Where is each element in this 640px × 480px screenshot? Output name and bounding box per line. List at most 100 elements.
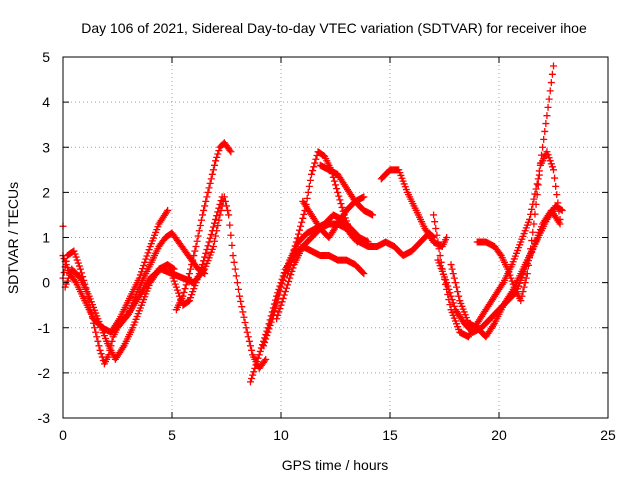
data-point xyxy=(193,237,201,245)
data-point xyxy=(230,258,238,266)
data-point xyxy=(212,232,220,240)
data-point xyxy=(225,211,233,219)
data-point xyxy=(360,270,368,278)
data-point xyxy=(188,261,196,269)
data-point xyxy=(444,282,452,290)
data-point xyxy=(359,268,367,276)
x-tick-label: 10 xyxy=(273,427,289,443)
data-point xyxy=(298,218,306,226)
data-point xyxy=(436,252,444,260)
data-point xyxy=(311,159,319,167)
data-point xyxy=(212,157,220,165)
data-point xyxy=(170,277,178,285)
data-point xyxy=(196,221,204,229)
data-point xyxy=(430,211,438,219)
data-point xyxy=(95,342,103,350)
data-point xyxy=(232,272,240,280)
data-point xyxy=(197,216,205,224)
data-point xyxy=(343,220,351,228)
data-point xyxy=(280,291,288,299)
data-point xyxy=(266,321,274,329)
data-point xyxy=(506,271,514,279)
data-point xyxy=(238,303,246,311)
data-point xyxy=(553,191,561,199)
data-point xyxy=(276,305,284,313)
data-point xyxy=(60,268,68,276)
data-point xyxy=(191,282,199,290)
data-point xyxy=(215,204,223,212)
data-point xyxy=(333,185,341,193)
data-point xyxy=(540,135,548,143)
data-point xyxy=(278,280,286,288)
data-point xyxy=(136,271,144,279)
data-point xyxy=(142,255,150,263)
data-point xyxy=(543,148,551,156)
data-point xyxy=(199,211,207,219)
data-point xyxy=(496,250,504,258)
data-point xyxy=(208,170,216,178)
data-point xyxy=(211,237,219,245)
data-point xyxy=(180,288,188,296)
data-point xyxy=(194,273,202,281)
data-point xyxy=(202,249,210,257)
data-point xyxy=(75,262,83,270)
data-point xyxy=(71,277,79,285)
y-tick-label: 1 xyxy=(42,230,50,246)
data-point xyxy=(450,302,458,310)
data-point xyxy=(275,308,283,316)
data-point xyxy=(70,247,78,255)
data-point xyxy=(256,347,264,355)
data-point xyxy=(231,265,239,273)
data-point xyxy=(556,215,564,223)
data-point xyxy=(63,264,71,272)
data-point xyxy=(277,283,285,291)
data-point xyxy=(527,245,535,253)
data-point xyxy=(310,163,318,171)
data-point xyxy=(533,180,541,188)
data-point xyxy=(433,231,441,239)
data-point xyxy=(305,182,313,190)
data-point xyxy=(539,143,547,151)
data-point xyxy=(96,346,104,354)
data-point xyxy=(215,216,223,224)
data-point xyxy=(531,210,539,218)
data-point xyxy=(62,261,70,269)
data-point xyxy=(248,346,256,354)
data-point xyxy=(208,227,216,235)
data-point xyxy=(555,207,563,215)
data-point xyxy=(201,202,209,210)
data-point xyxy=(192,279,200,287)
y-tick-label: 5 xyxy=(42,49,50,65)
data-point xyxy=(504,265,512,273)
series-sat-q xyxy=(473,148,564,305)
data-point xyxy=(195,270,203,278)
data-point xyxy=(188,291,196,299)
y-tick-label: 4 xyxy=(42,94,50,110)
data-point xyxy=(297,222,305,230)
data-point xyxy=(332,181,339,189)
data-point xyxy=(443,279,451,287)
y-tick-label: -3 xyxy=(38,410,51,426)
data-point xyxy=(194,232,202,240)
x-tick-label: 20 xyxy=(491,427,507,443)
data-point xyxy=(211,219,219,227)
data-point xyxy=(281,288,289,296)
data-point xyxy=(200,257,208,265)
data-point xyxy=(209,243,217,251)
data-point xyxy=(250,368,258,376)
data-point xyxy=(226,221,234,229)
axes: 0 5 10 15 20 25 -3 -2 -1 0 1 2 3 4 5 xyxy=(38,49,616,443)
series-sat-m xyxy=(377,166,451,251)
data-point xyxy=(312,155,320,163)
data-point xyxy=(447,292,455,300)
data-point xyxy=(541,127,549,135)
data-point xyxy=(558,206,566,214)
data-point xyxy=(532,200,540,208)
data-point xyxy=(522,274,530,282)
data-point xyxy=(551,174,559,182)
data-point xyxy=(252,361,260,369)
data-point xyxy=(226,146,234,154)
data-point xyxy=(207,175,215,183)
data-point xyxy=(452,283,460,291)
data-point xyxy=(241,318,249,326)
